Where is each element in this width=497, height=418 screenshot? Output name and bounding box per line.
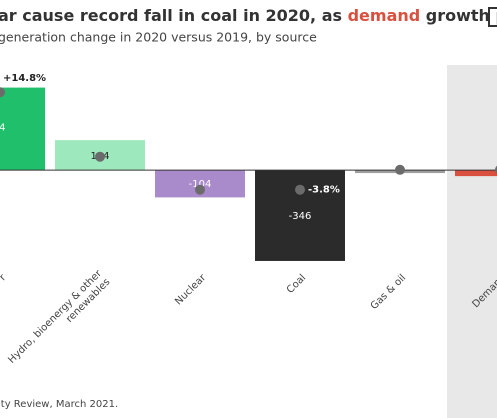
data-label: 314	[0, 123, 6, 134]
data-label: -104	[189, 179, 212, 190]
bar	[0, 87, 45, 171]
source: ity Review, March 2021.	[0, 399, 118, 410]
percent-marker	[95, 151, 105, 162]
percent-marker	[395, 164, 405, 175]
x-tick-label: Nuclear	[173, 272, 209, 308]
x-tick-label: r	[0, 272, 9, 283]
x-tick-label: Gas & oil	[369, 272, 409, 312]
title-highlight: demand	[348, 6, 421, 25]
percent-marker	[295, 184, 305, 195]
percent-marker	[195, 184, 205, 195]
icon	[488, 7, 497, 27]
title-part: ar cause record fall in coal in 2020, as	[0, 6, 348, 25]
data-label: -346	[289, 211, 312, 222]
bar	[455, 170, 497, 177]
x-tick-label: Coal	[285, 272, 308, 295]
x-tick-label-line: Hydro, bioenergy & other	[6, 268, 104, 366]
percent-marker	[0, 87, 5, 98]
x-tick-label: Hydro, bioenergy & otherrenewables	[6, 268, 113, 375]
chart-title: ar cause record fall in coal in 2020, as…	[0, 6, 497, 25]
percent-label: +14.8%	[3, 73, 46, 84]
highlight-panel	[447, 65, 497, 418]
subtitle: generation change in 2020 versus 2019, b…	[0, 30, 317, 45]
title-part: growth paused	[420, 6, 497, 25]
percent-label: -3.8%	[308, 185, 340, 196]
